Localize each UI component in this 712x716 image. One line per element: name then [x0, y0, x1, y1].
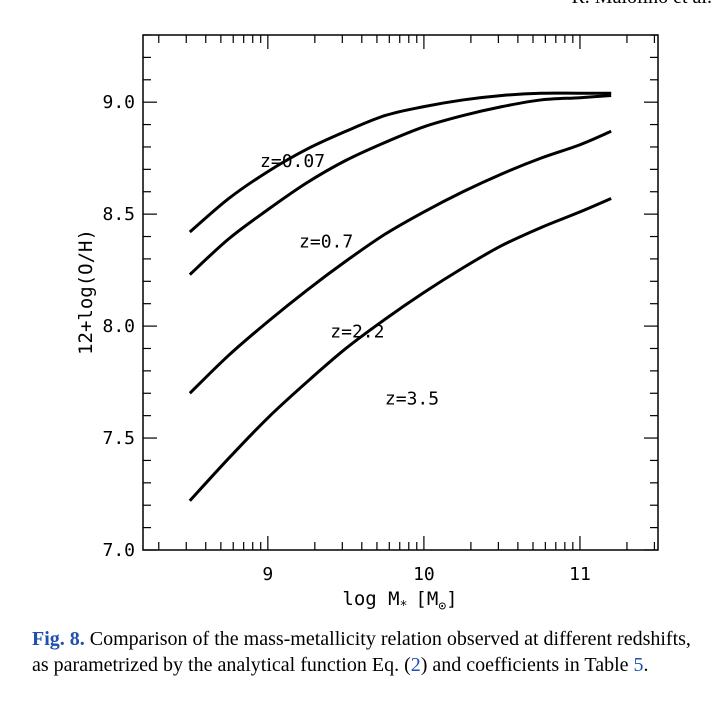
x-axis-label: log M* [M⊙]: [342, 588, 457, 614]
figure-caption: Fig. 8. Comparison of the mass-metallici…: [32, 626, 702, 678]
figure-label: Fig. 8.: [32, 628, 85, 650]
axis-ticks: [143, 34, 658, 551]
y-tick-label: 8.5: [102, 204, 135, 225]
x-tick-label: 11: [569, 564, 591, 585]
curve-z=0.07: [188, 91, 612, 234]
y-tick-label: 7.0: [102, 540, 135, 561]
curve-z=2.2: [188, 129, 612, 395]
running-head: R. Maiolino et al.: [571, 0, 712, 9]
table-link[interactable]: 5: [633, 654, 644, 676]
caption-text-3: .: [643, 654, 649, 676]
curve-z=3.5: [188, 197, 612, 502]
curve-z=0.7: [188, 93, 612, 276]
tick-labels: 9 10 11 7.0 7.5 8.0 8.5 9.0: [102, 92, 590, 585]
curve-label-z=0.7: z=0.7: [299, 232, 353, 253]
x-tick-label: 10: [413, 564, 435, 585]
curves: [188, 91, 612, 502]
y-axis-label: 12+log(O/H): [75, 229, 97, 355]
curve-label-z=3.5: z=3.5: [385, 388, 439, 409]
plot-frame: [142, 34, 659, 551]
mass-metallicity-chart: 9 10 11 7.0 7.5 8.0 8.5 9.0 z=0.07 z=0.7 z=2.2 z=3…: [75, 34, 659, 614]
y-tick-label: 8.0: [102, 316, 135, 337]
curve-label-z=0.07: z=0.07: [260, 151, 325, 172]
caption-text-1: Comparison of the mass-metallicity relat…: [32, 628, 691, 676]
y-tick-label: 9.0: [102, 92, 135, 113]
caption-text-2: ) and coefficients in Table: [420, 654, 634, 676]
curve-label-z=2.2: z=2.2: [330, 321, 384, 342]
curve-labels: z=0.07 z=0.7 z=2.2 z=3.5: [260, 151, 439, 409]
x-tick-label: 9: [262, 564, 273, 585]
y-tick-label: 7.5: [102, 428, 135, 449]
equation-link[interactable]: 2: [410, 654, 421, 676]
